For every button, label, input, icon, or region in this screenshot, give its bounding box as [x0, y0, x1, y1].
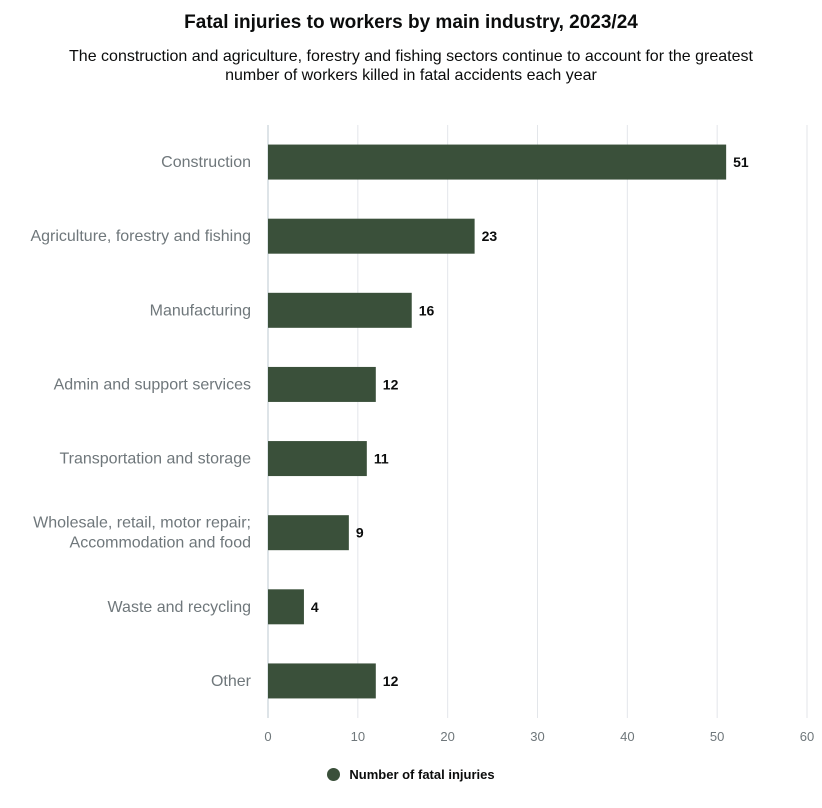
category-label: Manufacturing: [150, 302, 251, 319]
data-label: 12: [383, 673, 399, 689]
bar: [268, 663, 376, 699]
category-label: Wholesale, retail, motor repair;: [33, 515, 251, 532]
bar: [268, 144, 727, 180]
x-tick-label: 40: [620, 729, 634, 744]
data-label: 23: [482, 228, 498, 244]
chart-subtitle: The construction and agriculture, forest…: [40, 47, 782, 85]
data-label: 16: [419, 302, 435, 318]
category-label: Accommodation and food: [70, 535, 251, 552]
x-tick-label: 0: [264, 729, 271, 744]
chart-title: Fatal injuries to workers by main indust…: [184, 12, 638, 33]
data-label: 4: [311, 599, 319, 615]
bar: [268, 218, 475, 254]
category-label: Construction: [161, 154, 251, 171]
category-label: Admin and support services: [54, 376, 251, 393]
x-tick-label: 50: [710, 729, 724, 744]
category-label: Agriculture, forestry and fishing: [30, 228, 251, 245]
x-tick-label: 10: [351, 729, 365, 744]
category-label: Other: [211, 673, 252, 690]
subtitle-line: The construction and agriculture, forest…: [69, 48, 753, 65]
data-label: 12: [383, 376, 399, 392]
bar: [268, 441, 367, 477]
data-label: 9: [356, 525, 364, 541]
bar: [268, 292, 412, 328]
data-label: 51: [733, 154, 749, 170]
legend-label: Number of fatal injuries: [349, 767, 495, 782]
x-tick-label: 60: [800, 729, 814, 744]
x-tick-label: 30: [530, 729, 544, 744]
bar: [268, 366, 376, 402]
category-label: Transportation and storage: [59, 451, 251, 468]
subtitle-line: number of workers killed in fatal accide…: [225, 67, 597, 84]
x-tick-label: 20: [440, 729, 454, 744]
data-label: 11: [374, 451, 389, 467]
bar: [268, 589, 304, 625]
legend-swatch: [327, 768, 341, 781]
bar: [268, 515, 349, 551]
category-label: Waste and recycling: [108, 599, 251, 616]
legend: Number of fatal injuries: [0, 767, 822, 782]
